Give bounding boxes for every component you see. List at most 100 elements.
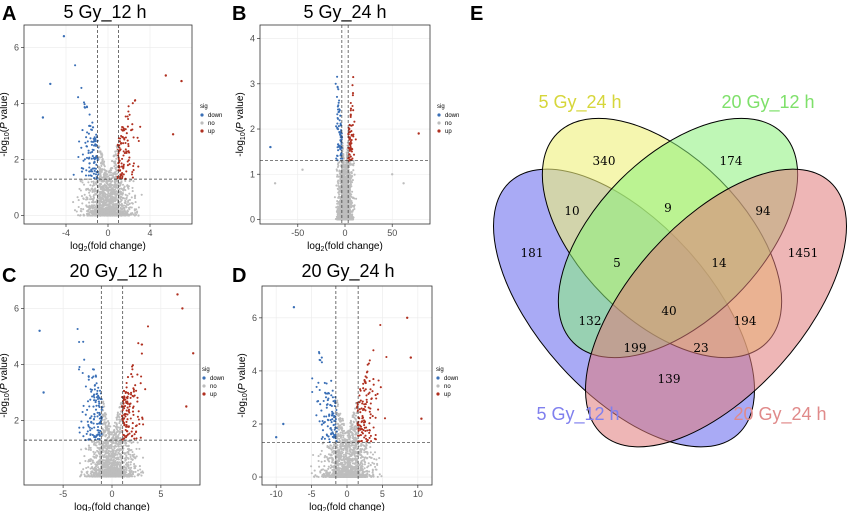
point bbox=[351, 190, 354, 193]
point bbox=[86, 178, 90, 181]
point bbox=[126, 210, 129, 213]
point bbox=[122, 165, 125, 168]
point bbox=[121, 188, 124, 191]
point bbox=[107, 463, 111, 466]
point bbox=[104, 452, 107, 455]
point bbox=[122, 150, 125, 153]
legend-swatch-no bbox=[200, 121, 204, 125]
point bbox=[349, 113, 352, 116]
point bbox=[80, 170, 84, 173]
point bbox=[102, 195, 105, 198]
point bbox=[336, 218, 339, 221]
point bbox=[125, 197, 128, 200]
point bbox=[108, 183, 111, 186]
point bbox=[351, 163, 354, 166]
point bbox=[117, 462, 120, 465]
point bbox=[96, 389, 99, 392]
point bbox=[105, 182, 108, 185]
point bbox=[126, 397, 129, 400]
point bbox=[343, 200, 346, 203]
point bbox=[95, 454, 98, 457]
point bbox=[127, 425, 130, 429]
point bbox=[113, 165, 116, 168]
point bbox=[90, 427, 93, 430]
point bbox=[338, 108, 341, 111]
point bbox=[312, 453, 315, 457]
point bbox=[121, 408, 124, 412]
point bbox=[131, 123, 134, 126]
point bbox=[355, 197, 358, 200]
point bbox=[351, 104, 354, 108]
point bbox=[89, 398, 92, 401]
point bbox=[349, 203, 352, 206]
point bbox=[333, 196, 336, 199]
panel-title-b: 5 Gy_24 h bbox=[303, 2, 386, 23]
point bbox=[91, 121, 94, 124]
point bbox=[121, 204, 124, 208]
point bbox=[91, 459, 94, 462]
point bbox=[94, 465, 97, 468]
point bbox=[336, 127, 339, 130]
point bbox=[138, 465, 141, 468]
point bbox=[102, 433, 105, 436]
point bbox=[112, 155, 116, 158]
point bbox=[106, 210, 109, 213]
point bbox=[99, 150, 102, 153]
point bbox=[112, 190, 115, 193]
point bbox=[87, 458, 90, 462]
point bbox=[103, 168, 106, 172]
point bbox=[85, 169, 88, 172]
point bbox=[96, 462, 100, 465]
y-tick-label: 6 bbox=[14, 303, 19, 313]
point bbox=[87, 425, 90, 428]
point bbox=[137, 206, 140, 209]
point bbox=[116, 175, 119, 178]
point bbox=[117, 157, 120, 161]
point bbox=[348, 153, 351, 156]
point bbox=[134, 194, 137, 197]
point bbox=[86, 196, 89, 199]
point bbox=[91, 209, 94, 212]
point bbox=[77, 368, 81, 371]
point bbox=[92, 194, 95, 197]
point bbox=[111, 167, 114, 170]
point bbox=[101, 198, 105, 201]
point bbox=[117, 415, 120, 418]
point bbox=[125, 420, 128, 423]
point bbox=[77, 155, 80, 159]
point bbox=[109, 213, 112, 217]
point bbox=[352, 153, 356, 156]
point bbox=[115, 418, 118, 421]
point bbox=[131, 475, 134, 478]
point bbox=[125, 458, 128, 461]
point bbox=[119, 148, 122, 151]
point bbox=[127, 110, 130, 113]
point bbox=[125, 381, 128, 385]
point bbox=[351, 426, 354, 429]
point bbox=[107, 186, 110, 189]
point-outlier bbox=[402, 182, 405, 185]
point bbox=[87, 174, 90, 177]
point bbox=[115, 166, 118, 169]
point bbox=[106, 459, 109, 462]
point bbox=[95, 435, 98, 438]
point bbox=[354, 138, 357, 141]
point bbox=[133, 437, 136, 440]
point bbox=[115, 154, 118, 157]
legend-swatch-up bbox=[200, 129, 204, 133]
point bbox=[125, 402, 128, 405]
point bbox=[100, 164, 103, 167]
point bbox=[100, 408, 103, 411]
point bbox=[114, 432, 117, 435]
point bbox=[114, 210, 117, 214]
point bbox=[94, 144, 98, 147]
point bbox=[337, 101, 340, 104]
point bbox=[124, 193, 127, 196]
point bbox=[101, 428, 104, 431]
point bbox=[101, 414, 104, 417]
point bbox=[118, 422, 121, 425]
point bbox=[104, 426, 107, 429]
point-outlier bbox=[391, 173, 394, 176]
y-axis-label: -log10(P value) bbox=[0, 353, 11, 418]
